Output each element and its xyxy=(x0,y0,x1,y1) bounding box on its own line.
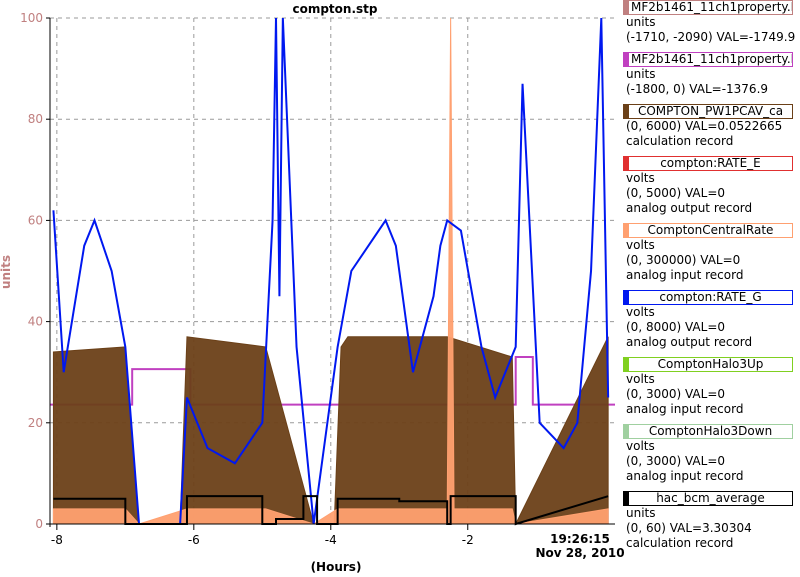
x-tick-label: -2 xyxy=(462,533,474,547)
legend-series-name: ComptonHalo3Down xyxy=(623,424,793,439)
legend-series-info: (0, 3000) VAL=0 xyxy=(626,387,726,401)
legend-series-info: analog input record xyxy=(626,469,744,483)
legend-series-info: analog output record xyxy=(626,201,753,215)
legend-series-info: (0, 8000) VAL=0 xyxy=(626,320,726,334)
legend-series-info: (0, 300000) VAL=0 xyxy=(626,253,741,267)
legend-series-info: volts xyxy=(626,372,655,386)
legend-series-info: analog input record xyxy=(626,402,744,416)
legend-series-name: COMPTON_PW1PCAV_ca xyxy=(623,104,793,119)
legend-series-info: (0, 3000) VAL=0 xyxy=(626,454,726,468)
legend-series-info: units xyxy=(626,506,656,520)
legend-series-name: MF2b1461_11ch1property.E xyxy=(623,52,793,67)
legend-series-info: units xyxy=(626,15,656,29)
date-label: Nov 28, 2010 xyxy=(535,546,624,560)
y-axis-label: units xyxy=(0,255,13,289)
legend-series-name: MF2b1461_11ch1property.F xyxy=(623,0,793,15)
y-tick-label: 0 xyxy=(35,517,43,531)
y-tick-label: 60 xyxy=(28,213,43,227)
y-tick-label: 80 xyxy=(28,112,43,126)
legend-series-info: (-1800, 0) VAL=-1376.9 xyxy=(626,82,769,96)
legend-series-info: (0, 5000) VAL=0 xyxy=(626,186,726,200)
legend-series-name: compton:RATE_E xyxy=(623,156,793,171)
legend-series-info: volts xyxy=(626,439,655,453)
grid xyxy=(50,17,615,524)
axes: 0 20 40 60 80 100 -8 -6 -4 -2 xyxy=(20,11,615,547)
x-tick-label: -8 xyxy=(51,533,63,547)
legend-series-info: analog input record xyxy=(626,268,744,282)
legend-series-info: (0, 60) VAL=3.30304 xyxy=(626,521,752,535)
series-area xyxy=(52,17,609,525)
legend-series-info: analog output record xyxy=(626,335,753,349)
legend: MF2b1461_11ch1property.F units (-1710, -20… xyxy=(621,0,800,550)
legend-series-info: units xyxy=(626,67,656,81)
legend-series-name: hac_bcm_average xyxy=(623,491,793,506)
plot-background xyxy=(50,18,615,524)
x-tick-label: -6 xyxy=(188,533,200,547)
plot-area xyxy=(50,18,615,524)
legend-series-name: ComptonHalo3Up xyxy=(623,357,793,372)
y-tick-label: 40 xyxy=(28,315,43,329)
x-tick-label: -4 xyxy=(325,533,337,547)
legend-series-info: (0, 6000) VAL=0.0522665 xyxy=(626,119,783,133)
legend-series-info: volts xyxy=(626,238,655,252)
legend-series-name: ComptonCentralRate xyxy=(623,223,793,238)
legend-series-info: (-1710, -2090) VAL=-1749.9 xyxy=(626,30,796,44)
x-axis-label: (Hours) xyxy=(311,560,362,574)
timestamp-label: 19:26:15 xyxy=(550,532,610,546)
legend-series-info: calculation record xyxy=(626,134,734,148)
y-tick-label: 20 xyxy=(28,416,43,430)
y-tick-label: 100 xyxy=(20,11,43,25)
chart-title: compton.stp xyxy=(292,2,377,16)
legend-series-name: compton:RATE_G xyxy=(623,290,793,305)
legend-series-info: volts xyxy=(626,305,655,319)
legend-series-info: volts xyxy=(626,171,655,185)
legend-series-info: calculation record xyxy=(626,536,734,550)
